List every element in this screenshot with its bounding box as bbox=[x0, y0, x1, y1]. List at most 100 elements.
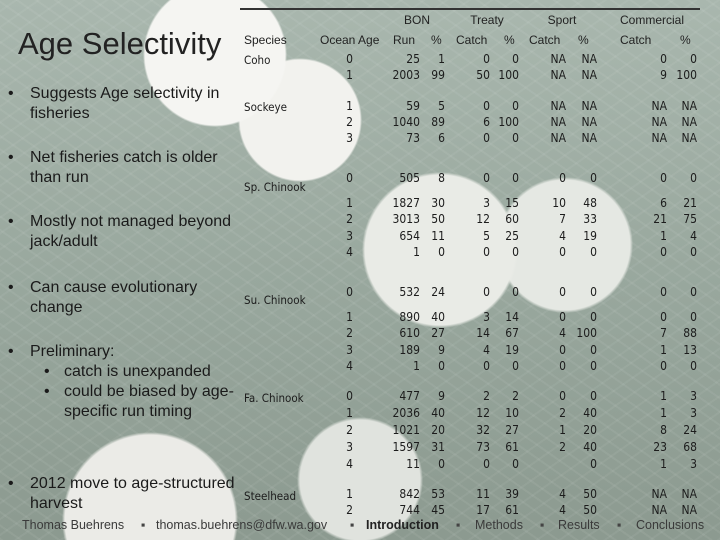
table-cell: 61 bbox=[505, 440, 519, 454]
table-cell: 1 bbox=[346, 487, 353, 501]
table-cell: 0 bbox=[590, 245, 597, 259]
table-cell: 4 bbox=[559, 326, 566, 340]
nav-methods[interactable]: Methods bbox=[475, 518, 523, 532]
table-cell: 21 bbox=[683, 196, 697, 210]
species-label: Fa. Chinook bbox=[244, 391, 304, 405]
bullet-item: Preliminary: catch is unexpanded could b… bbox=[8, 342, 236, 422]
bullet-text: Net fisheries catch is older than run bbox=[30, 149, 218, 186]
table-cell: 3013 bbox=[392, 212, 420, 226]
table-cell: 4 bbox=[559, 503, 566, 517]
header-commercial: Commercial bbox=[619, 13, 684, 27]
sub-bullet-item: catch is unexpanded bbox=[30, 362, 236, 382]
table-cell: 1040 bbox=[392, 115, 420, 129]
table-cell: 9 bbox=[438, 343, 445, 357]
table-cell: NA bbox=[651, 115, 667, 129]
nav-conclusions[interactable]: Conclusions bbox=[636, 518, 705, 532]
table-cell: 2 bbox=[346, 212, 353, 226]
table-cell: 21 bbox=[653, 212, 667, 226]
table-cell: 7 bbox=[559, 212, 566, 226]
table-cell: NA bbox=[581, 68, 597, 82]
table-cell: 1 bbox=[660, 389, 667, 403]
table-cell: NA bbox=[550, 115, 566, 129]
table-cell: 1 bbox=[346, 99, 353, 113]
table-cell: 5 bbox=[438, 99, 445, 113]
header-treaty: Treaty bbox=[470, 13, 504, 27]
table-cell: 4 bbox=[483, 343, 490, 357]
footer-email[interactable]: thomas.buehrens@dfw.wa.gov bbox=[156, 518, 328, 532]
table-cell: 1 bbox=[660, 343, 667, 357]
table-cell: 1 bbox=[346, 310, 353, 324]
nav-results[interactable]: Results bbox=[558, 518, 600, 532]
table-cell: 0 bbox=[346, 285, 353, 299]
bullet-text: Mostly not managed beyond jack/adult bbox=[30, 213, 232, 250]
table-cell: NA bbox=[681, 503, 697, 517]
table-cell: 0 bbox=[690, 171, 697, 185]
table-cell: 10 bbox=[505, 406, 519, 420]
table-cell: 14 bbox=[476, 326, 490, 340]
table-cell: 4 bbox=[559, 229, 566, 243]
table-cell: 2036 bbox=[392, 406, 420, 420]
table-cell: NA bbox=[550, 68, 566, 82]
table-cell: 1 bbox=[660, 457, 667, 471]
nav-introduction[interactable]: Introduction bbox=[366, 518, 439, 532]
table-cell: 25 bbox=[406, 52, 420, 66]
table-cell: 532 bbox=[399, 285, 420, 299]
col-header-sport-catch: Catch bbox=[529, 33, 561, 47]
table-cell: 2 bbox=[559, 406, 566, 420]
table-cell: 1 bbox=[346, 406, 353, 420]
table-cell: 19 bbox=[505, 343, 519, 357]
table-cell: 0 bbox=[512, 359, 519, 373]
table-cell: 1 bbox=[413, 245, 420, 259]
table-cell: 11 bbox=[406, 457, 420, 471]
table-cell: NA bbox=[581, 99, 597, 113]
footer-separator: ▪ bbox=[141, 518, 146, 532]
table-cell: 19 bbox=[583, 229, 597, 243]
table-cell: 0 bbox=[690, 310, 697, 324]
table-cell: 67 bbox=[505, 326, 519, 340]
table-top-rule bbox=[240, 8, 700, 10]
species-label: Sockeye bbox=[244, 100, 288, 114]
table-cell: 12 bbox=[476, 406, 490, 420]
table-cell: 23 bbox=[653, 440, 667, 454]
table-cell: 59 bbox=[406, 99, 420, 113]
table-cell: 1 bbox=[559, 423, 566, 437]
table-cell: 0 bbox=[660, 285, 667, 299]
table-cell: 0 bbox=[483, 99, 490, 113]
table-cell: 0 bbox=[512, 171, 519, 185]
table-cell: 53 bbox=[431, 487, 445, 501]
table-cell: 0 bbox=[512, 99, 519, 113]
table-cell: 0 bbox=[559, 245, 566, 259]
table-cell: 0 bbox=[590, 457, 597, 471]
table-cell: 6 bbox=[660, 196, 667, 210]
table-cell: 33 bbox=[583, 212, 597, 226]
table-cell: 11 bbox=[476, 487, 490, 501]
table-cell: 0 bbox=[512, 52, 519, 66]
col-header-treaty-catch: Catch bbox=[456, 33, 488, 47]
table-cell: 3 bbox=[690, 406, 697, 420]
table-cell: 11 bbox=[431, 229, 445, 243]
table-cell: 30 bbox=[431, 196, 445, 210]
table-cell: 100 bbox=[498, 68, 519, 82]
table-cell: 0 bbox=[346, 389, 353, 403]
col-header-sport-pct: % bbox=[578, 33, 589, 47]
table-cell: 13 bbox=[683, 343, 697, 357]
col-header-treaty-pct: % bbox=[504, 33, 515, 47]
table-cell: 75 bbox=[683, 212, 697, 226]
table-cell: 0 bbox=[346, 52, 353, 66]
footer-separator: ▪ bbox=[456, 518, 461, 532]
table-cell: 1597 bbox=[392, 440, 420, 454]
table-cell: 0 bbox=[590, 171, 597, 185]
table-cell: 0 bbox=[660, 171, 667, 185]
table-cell: 1 bbox=[660, 229, 667, 243]
table-cell: 1 bbox=[346, 68, 353, 82]
table-cell: 3 bbox=[690, 457, 697, 471]
table-cell: 50 bbox=[476, 68, 490, 82]
species-label: Sp. Chinook bbox=[244, 180, 306, 194]
table-cell: 0 bbox=[590, 359, 597, 373]
table-cell: 2 bbox=[483, 389, 490, 403]
table-cell: 1827 bbox=[392, 196, 420, 210]
table-cell: 0 bbox=[483, 285, 490, 299]
table-cell: 48 bbox=[583, 196, 597, 210]
table-cell: 0 bbox=[690, 52, 697, 66]
header-sport: Sport bbox=[547, 13, 577, 27]
